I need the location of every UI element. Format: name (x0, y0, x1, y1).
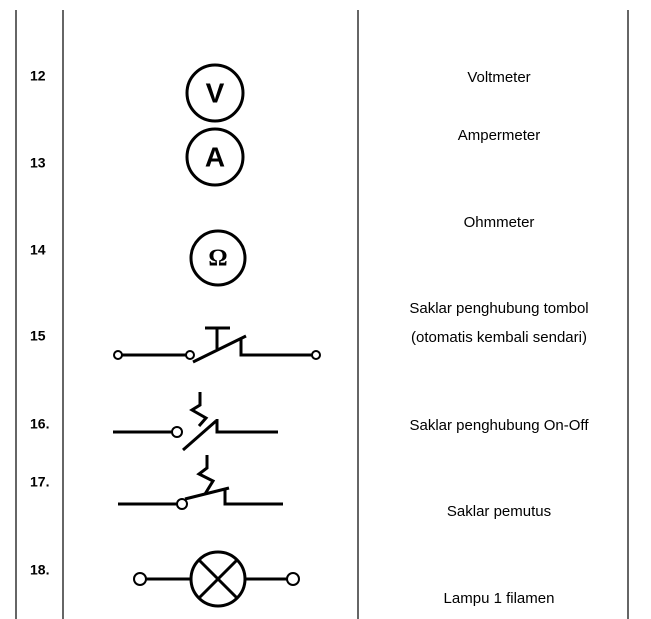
row-number: 18. (30, 562, 49, 578)
row-number: 13 (30, 155, 46, 171)
ampermeter-symbol: A (185, 127, 245, 187)
voltmeter-symbol: V (185, 63, 245, 123)
row-description: Saklar penghubung tombol (409, 300, 588, 317)
lamp-symbol (133, 550, 300, 608)
row-number: 17. (30, 474, 49, 490)
symbol-label: A (205, 141, 225, 172)
symbol-label: V (206, 77, 225, 108)
row-description: Ampermeter (458, 127, 541, 144)
on-off-switch-symbol (113, 392, 278, 452)
row-description: Ohmmeter (464, 214, 535, 231)
row-description: Saklar penghubung On-Off (409, 417, 589, 434)
row-number: 14 (30, 242, 46, 258)
row-number: 15 (30, 328, 46, 344)
row-description: (otomatis kembali sendari) (411, 329, 587, 346)
symbol-label: Ω (208, 246, 227, 272)
row-description: Saklar pemutus (447, 503, 551, 520)
row-description: Lampu 1 filamen (444, 590, 555, 607)
row-description: Voltmeter (467, 69, 530, 86)
table-borders (15, 10, 629, 619)
breaker-switch-symbol (118, 455, 283, 510)
row-number: 12 (30, 68, 46, 84)
row-number: 16. (30, 416, 49, 432)
push-switch-symbol (113, 326, 321, 364)
ohmmeter-symbol: Ω (189, 229, 247, 287)
